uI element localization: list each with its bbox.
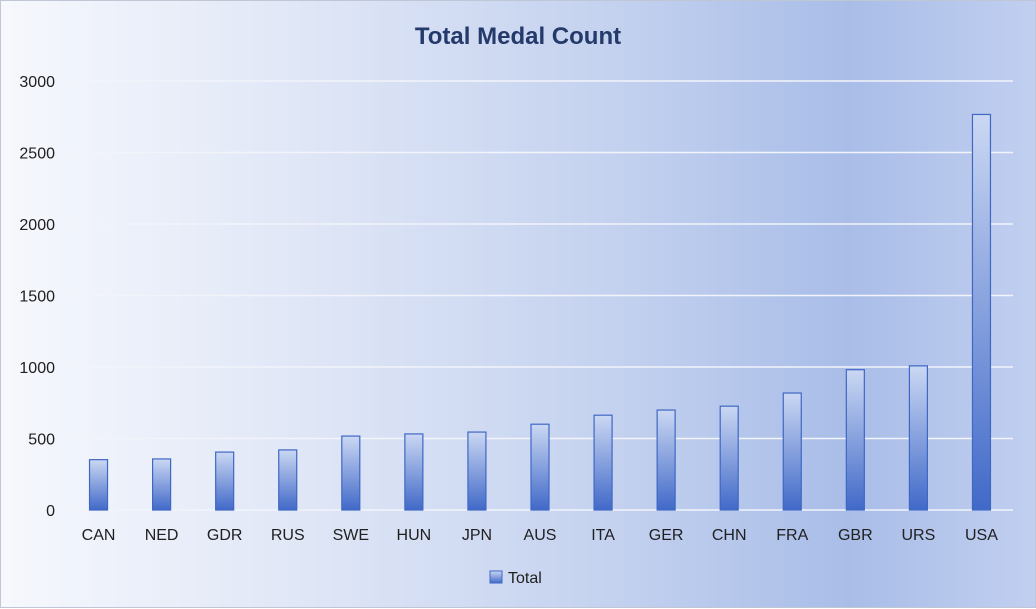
bar-rus — [278, 449, 298, 511]
y-tick-label: 3000 — [19, 74, 55, 91]
y-tick-label: 0 — [46, 503, 55, 520]
x-tick-label: HUN — [397, 527, 432, 544]
x-tick-label: SWE — [333, 527, 369, 544]
bar-jpn — [467, 431, 487, 511]
y-axis-ticks: 0 500 1000 1500 2000 2500 3000 — [19, 74, 55, 520]
bar-urs — [908, 365, 929, 511]
legend-label: Total — [508, 570, 542, 587]
y-tick-label: 2500 — [19, 146, 55, 163]
bar-aus — [530, 423, 550, 511]
bar-can — [88, 459, 109, 511]
y-tick-label: 2000 — [19, 217, 55, 234]
x-tick-label: JPN — [462, 527, 492, 544]
x-tick-label: GBR — [838, 527, 873, 544]
x-tick-label: GDR — [207, 527, 243, 544]
legend: Total — [489, 570, 542, 587]
bar-usa — [971, 113, 992, 511]
bar-gbr — [845, 369, 865, 511]
x-tick-label: CHN — [712, 527, 747, 544]
x-tick-label: NED — [145, 527, 179, 544]
x-tick-label: CAN — [82, 527, 116, 544]
bar-hun — [404, 433, 424, 511]
y-tick-label: 500 — [28, 432, 55, 449]
bar-fra — [782, 392, 802, 511]
x-tick-label: USA — [965, 527, 998, 544]
y-tick-label: 1500 — [19, 289, 55, 306]
bar-swe — [341, 435, 361, 511]
x-tick-label: URS — [902, 527, 936, 544]
x-tick-label: RUS — [271, 527, 305, 544]
x-tick-label: FRA — [776, 527, 808, 544]
bar-ned — [152, 458, 172, 511]
legend-swatch — [489, 570, 503, 584]
bar-ger — [656, 409, 676, 511]
chart-title: Total Medal Count — [415, 23, 621, 50]
bar-gdr — [215, 451, 235, 511]
bar-chn — [719, 405, 739, 511]
x-tick-label: GER — [649, 527, 684, 544]
x-tick-label: AUS — [524, 527, 557, 544]
bars — [88, 113, 992, 511]
y-tick-label: 1000 — [19, 360, 55, 377]
x-tick-label: ITA — [591, 527, 615, 544]
bar-ita — [593, 414, 613, 511]
x-axis-ticks: CAN NED GDR RUS SWE HUN JPN AUS ITA GER CHN FRA GBR U… — [82, 527, 999, 544]
